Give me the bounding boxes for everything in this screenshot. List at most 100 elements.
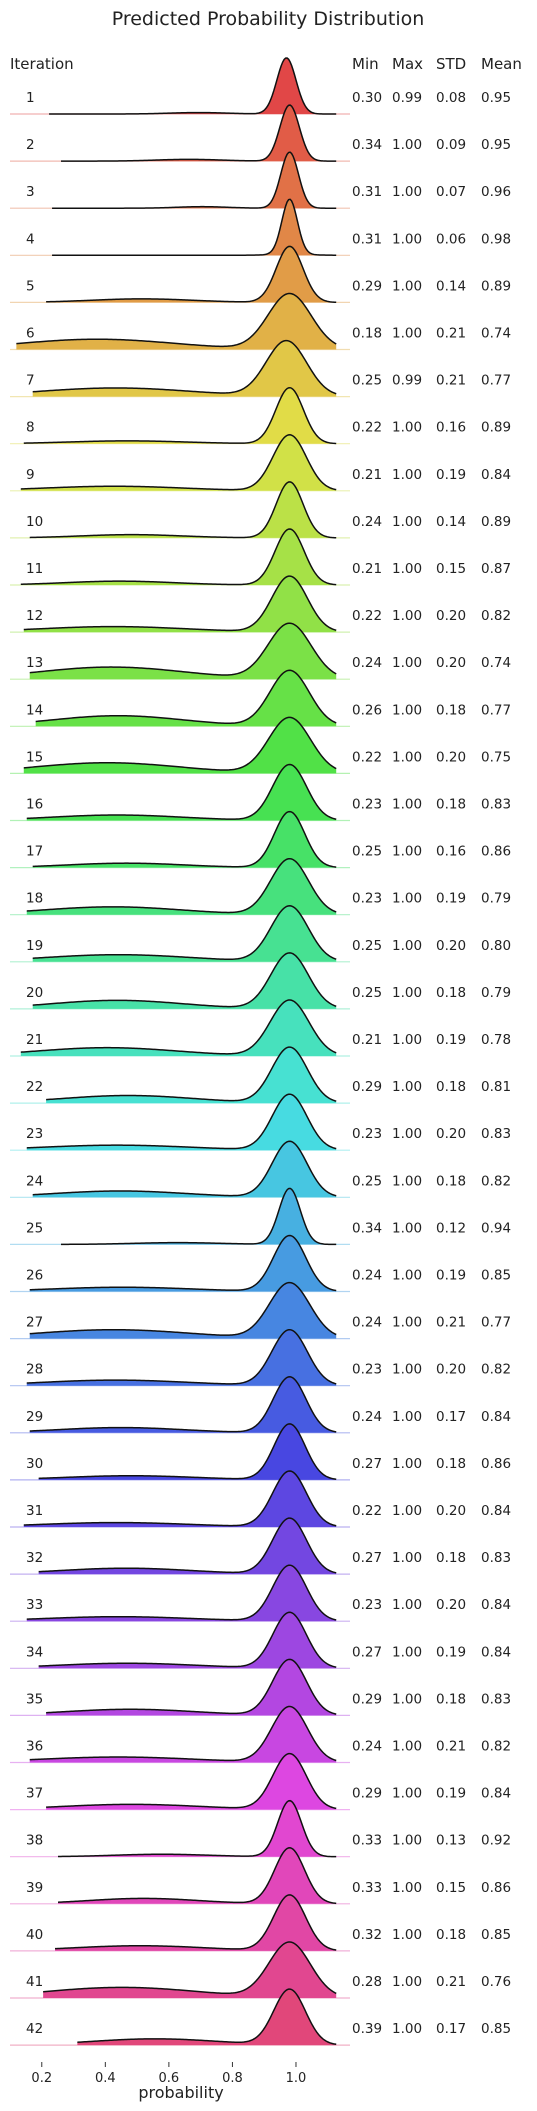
min-value: 0.24 bbox=[352, 1268, 382, 1284]
iteration-label: 27 bbox=[26, 1315, 43, 1331]
std-value: 0.16 bbox=[436, 420, 466, 436]
iteration-label: 32 bbox=[26, 1550, 43, 1566]
ridge-outline bbox=[20, 434, 337, 491]
ridge-outline bbox=[26, 763, 337, 820]
iteration-label: 17 bbox=[26, 844, 43, 860]
ridge-outline bbox=[46, 1752, 337, 1810]
max-value: 1.00 bbox=[392, 1691, 422, 1707]
x-tick-label: 0.6 bbox=[159, 2071, 180, 2086]
ridge-outline bbox=[23, 716, 337, 771]
max-value: 1.00 bbox=[392, 1833, 422, 1849]
ridge-row-11: 11 0.21 1.00 0.15 0.87 bbox=[10, 528, 511, 586]
std-value: 0.18 bbox=[436, 1550, 466, 1566]
std-value: 0.19 bbox=[436, 467, 466, 483]
x-axis-label: probability bbox=[138, 2083, 223, 2102]
min-value: 0.25 bbox=[352, 844, 382, 860]
ridge-outline bbox=[23, 575, 337, 632]
std-value: 0.18 bbox=[436, 1079, 466, 1095]
ridge-outline bbox=[20, 528, 337, 586]
min-value: 0.29 bbox=[352, 1786, 382, 1802]
mean-value: 0.89 bbox=[481, 514, 511, 530]
max-value: 1.00 bbox=[392, 938, 422, 954]
iteration-label: 20 bbox=[26, 985, 43, 1001]
ridge-outline bbox=[26, 1093, 337, 1150]
ridge-row-37: 37 0.29 1.00 0.19 0.84 bbox=[10, 1752, 511, 1811]
max-value: 1.00 bbox=[392, 1032, 422, 1048]
ridge-row-41: 41 0.28 1.00 0.21 0.76 bbox=[10, 1941, 511, 1999]
ridge-outline bbox=[26, 857, 337, 914]
ridge-row-14: 14 0.26 1.00 0.18 0.77 bbox=[10, 669, 511, 727]
ridge-area bbox=[29, 623, 337, 680]
std-value: 0.18 bbox=[436, 1691, 466, 1707]
ridge-area bbox=[46, 246, 337, 303]
ridge-outline bbox=[57, 1799, 337, 1858]
ridge-outline bbox=[23, 386, 337, 445]
max-value: 1.00 bbox=[392, 420, 422, 436]
mean-value: 0.79 bbox=[481, 985, 511, 1001]
min-value: 0.24 bbox=[352, 514, 382, 530]
min-value: 0.24 bbox=[352, 1409, 382, 1425]
std-value: 0.20 bbox=[436, 1503, 466, 1519]
ridge-area bbox=[26, 1565, 337, 1622]
std-value: 0.19 bbox=[436, 1268, 466, 1284]
mean-value: 0.75 bbox=[481, 749, 511, 765]
std-value: 0.19 bbox=[436, 1786, 466, 1802]
max-value: 1.00 bbox=[392, 1503, 422, 1519]
max-value: 1.00 bbox=[392, 137, 422, 153]
ridge-row-29: 29 0.24 1.00 0.17 0.84 bbox=[10, 1376, 511, 1434]
mean-value: 0.77 bbox=[481, 1315, 511, 1331]
iteration-label: 35 bbox=[26, 1691, 43, 1707]
ridge-outline bbox=[38, 1423, 337, 1480]
mean-value: 0.78 bbox=[481, 1032, 511, 1048]
min-value: 0.24 bbox=[352, 655, 382, 671]
max-value: 1.00 bbox=[392, 1173, 422, 1189]
iteration-label: 13 bbox=[26, 655, 43, 671]
iteration-label: 40 bbox=[26, 1927, 43, 1943]
iteration-label: 34 bbox=[26, 1644, 43, 1660]
min-value: 0.29 bbox=[352, 1691, 382, 1707]
max-value: 1.00 bbox=[392, 797, 422, 813]
ridge-area bbox=[43, 1942, 337, 1998]
mean-value: 0.86 bbox=[481, 1456, 511, 1472]
std-value: 0.15 bbox=[436, 1880, 466, 1896]
iteration-label: 6 bbox=[26, 326, 35, 342]
min-value: 0.29 bbox=[352, 278, 382, 294]
ridge-outline bbox=[57, 1847, 337, 1905]
mean-value: 0.80 bbox=[481, 938, 511, 954]
ridge-outline bbox=[52, 151, 337, 209]
ridge-area bbox=[60, 1188, 337, 1245]
iteration-label: 42 bbox=[26, 2021, 43, 2037]
min-value: 0.22 bbox=[352, 1503, 382, 1519]
chart-title: Predicted Probability Distribution bbox=[112, 8, 425, 30]
iteration-label: 15 bbox=[26, 749, 43, 765]
ridge-outline bbox=[29, 481, 337, 539]
ridge-area bbox=[35, 670, 337, 727]
ridge-area bbox=[29, 1376, 337, 1433]
min-value: 0.33 bbox=[352, 1880, 382, 1896]
mean-value: 0.76 bbox=[481, 1974, 511, 1990]
mean-value: 0.77 bbox=[481, 373, 511, 389]
ridge-area bbox=[46, 1753, 337, 1810]
std-value: 0.20 bbox=[436, 1362, 466, 1378]
ridge-row-32: 32 0.27 1.00 0.18 0.83 bbox=[10, 1517, 511, 1575]
ridge-row-9: 9 0.21 1.00 0.19 0.84 bbox=[10, 434, 511, 492]
max-value: 1.00 bbox=[392, 655, 422, 671]
ridge-area bbox=[29, 1282, 337, 1339]
ridge-outline bbox=[60, 104, 337, 162]
mean-value: 0.83 bbox=[481, 1691, 511, 1707]
ridge-row-5: 5 0.29 1.00 0.14 0.89 bbox=[10, 245, 511, 304]
mean-value: 0.85 bbox=[481, 1268, 511, 1284]
ridge-row-30: 30 0.27 1.00 0.18 0.86 bbox=[10, 1423, 511, 1481]
std-value: 0.20 bbox=[436, 938, 466, 954]
ridge-outline bbox=[29, 1705, 337, 1762]
mean-value: 0.74 bbox=[481, 655, 511, 671]
std-value: 0.18 bbox=[436, 702, 466, 718]
min-value: 0.21 bbox=[352, 1032, 382, 1048]
x-tick-label: 0.2 bbox=[31, 2071, 52, 2086]
std-value: 0.21 bbox=[436, 326, 466, 342]
max-value: 1.00 bbox=[392, 1456, 422, 1472]
mean-value: 0.85 bbox=[481, 2021, 511, 2037]
col-header-mean: Mean bbox=[481, 55, 522, 73]
min-value: 0.33 bbox=[352, 1833, 382, 1849]
ridge-outline bbox=[29, 1234, 337, 1292]
